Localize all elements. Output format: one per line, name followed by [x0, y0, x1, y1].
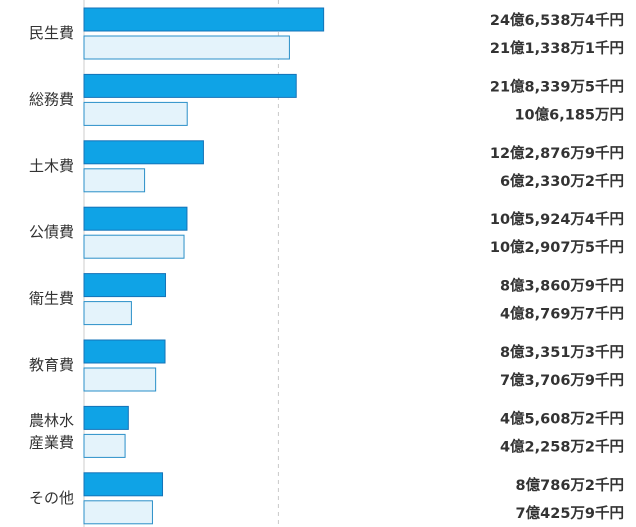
category-label-6-line-0: 農林水 [29, 411, 74, 429]
value-label-2-series-1: 6億2,330万2千円 [500, 172, 624, 190]
category-label-7: その他 [29, 489, 74, 507]
bar-1-series-0 [83, 73, 297, 98]
bar-7-series-1 [83, 500, 153, 525]
value-label-4-series-1: 4億8,769万7千円 [500, 305, 624, 323]
bar-0-series-0 [83, 7, 325, 32]
value-label-2-series-0: 12億2,876万9千円 [490, 144, 624, 162]
value-label-4-series-0: 8億3,860万9千円 [500, 277, 624, 295]
bars-group [83, 7, 325, 525]
value-label-1-series-0: 21億8,339万5千円 [490, 77, 624, 95]
bar-5-series-1 [83, 367, 157, 392]
value-label-7-series-1: 7億425万9千円 [516, 504, 624, 522]
value-label-1-series-1: 10億6,185万円 [514, 105, 624, 123]
bar-6-series-0 [83, 405, 129, 430]
category-label-5: 教育費 [29, 356, 74, 374]
bar-7-series-0 [83, 472, 164, 497]
bar-2-series-0 [83, 140, 204, 165]
value-label-5-series-1: 7億3,706万9千円 [500, 371, 624, 389]
category-label-2: 土木費 [29, 157, 74, 175]
category-label-1: 総務費 [29, 90, 74, 108]
bar-5-series-0 [83, 339, 166, 364]
category-label-6-line-1: 産業費 [29, 433, 74, 451]
bar-1-series-1 [83, 101, 188, 126]
bar-0-series-1 [83, 35, 290, 60]
bar-4-series-0 [83, 273, 167, 298]
value-label-7-series-0: 8億786万2千円 [516, 476, 624, 494]
value-labels: 24億6,538万4千円 21億1,338万1千円 21億8,339万5千円 10億6… [490, 11, 624, 522]
value-label-3-series-1: 10億2,907万5千円 [490, 238, 624, 256]
value-label-0-series-0: 24億6,538万4千円 [490, 11, 624, 29]
bar-2-series-1 [83, 168, 146, 193]
value-label-5-series-0: 8億3,351万3千円 [500, 343, 624, 361]
bar-6-series-1 [83, 433, 126, 458]
category-label-0: 民生費 [29, 24, 74, 42]
value-label-0-series-1: 21億1,338万1千円 [490, 39, 624, 57]
value-label-6-series-0: 4億5,608万2千円 [500, 409, 624, 427]
value-label-3-series-0: 10億5,924万4千円 [490, 210, 624, 228]
value-label-6-series-1: 4億2,258万2千円 [500, 437, 624, 455]
category-label-3: 公債費 [29, 223, 74, 241]
bar-3-series-1 [83, 234, 185, 259]
category-label-4: 衛生費 [29, 290, 74, 308]
bar-3-series-0 [83, 206, 188, 231]
bar-4-series-1 [83, 301, 132, 326]
